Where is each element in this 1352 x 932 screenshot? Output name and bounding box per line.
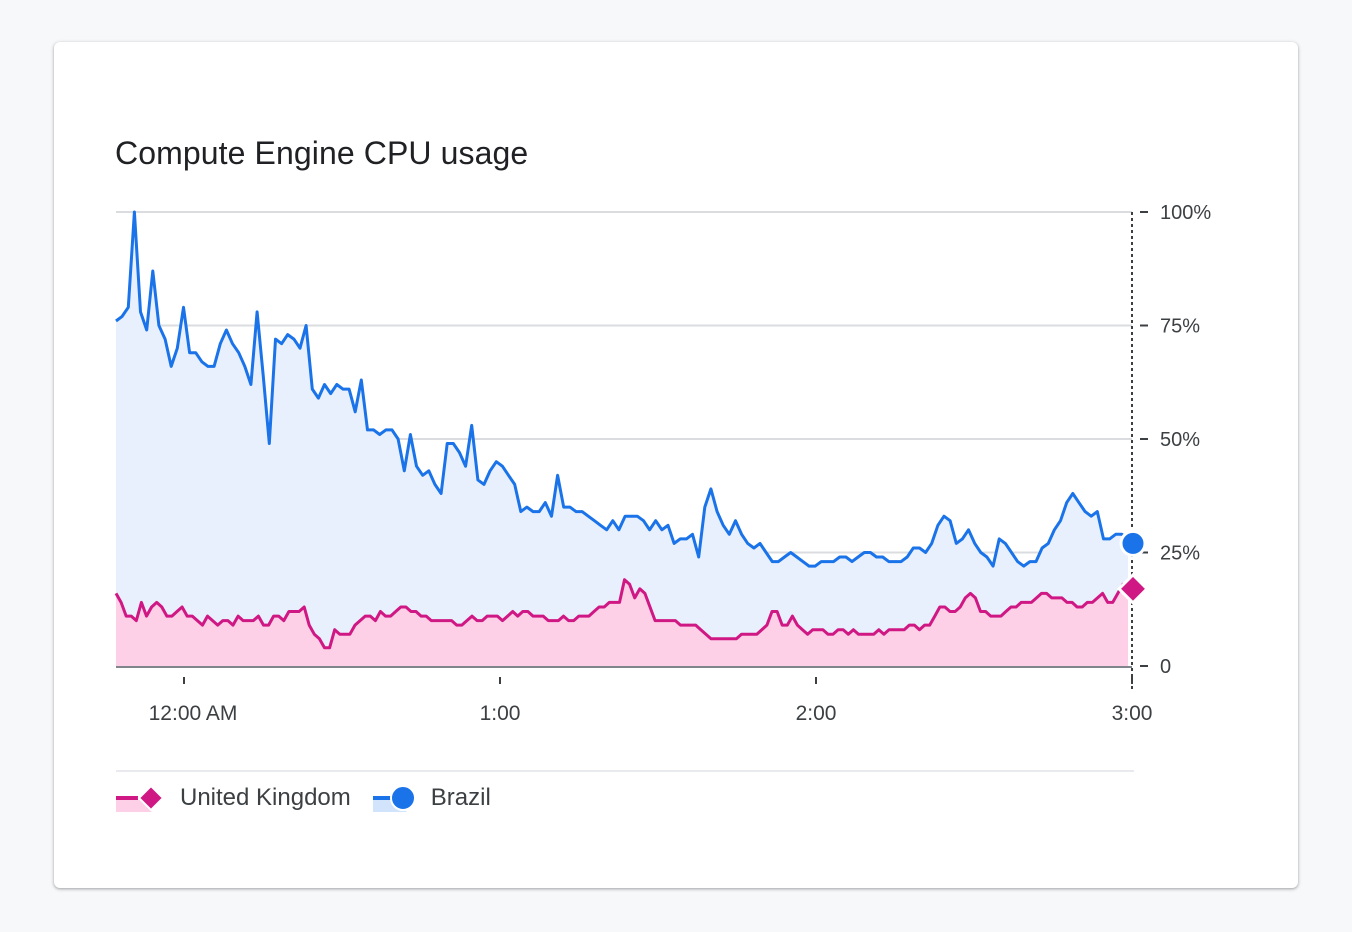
legend-label: Brazil (430, 784, 491, 811)
circle-icon (372, 785, 416, 812)
y-tick-label: 25% (1160, 543, 1200, 565)
brazil-area (116, 212, 1128, 666)
x-tick-label: 1:00 (480, 702, 521, 725)
united-kingdom-line[interactable] (114, 578, 1129, 650)
legend-label: United Kingdom (180, 784, 351, 811)
brazil-line[interactable] (115, 210, 1129, 568)
legend-item-united-kingdom[interactable]: United Kingdom (116, 784, 351, 812)
y-tick-label: 50% (1160, 429, 1200, 451)
x-tick-label: 2:00 (796, 702, 837, 725)
x-tick-label: 12:00 AM (149, 702, 238, 725)
united-kingdom-area (116, 579, 1128, 666)
x-tick-label: 3:00 (1112, 702, 1153, 725)
diamond-icon (116, 784, 165, 812)
brazil-end-marker-circle-icon[interactable] (1119, 529, 1147, 557)
united-kingdom-end-marker-diamond-icon[interactable] (1116, 572, 1150, 605)
chart-title: Compute Engine CPU usage (115, 135, 529, 171)
legend-divider (116, 770, 1134, 772)
y-tick-label: 0 (1160, 656, 1171, 678)
legend-item-brazil[interactable]: Brazil (372, 784, 491, 812)
y-tick-label: 75% (1160, 316, 1200, 338)
y-tick-label: 100% (1160, 202, 1211, 224)
chart-legend: United Kingdom Brazil (116, 784, 513, 812)
